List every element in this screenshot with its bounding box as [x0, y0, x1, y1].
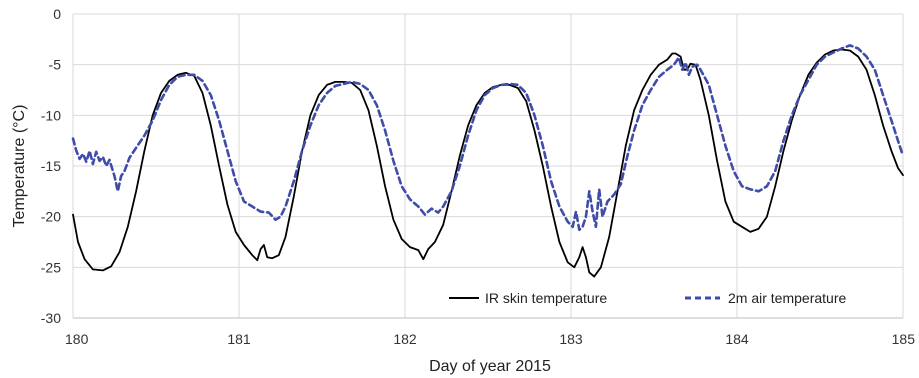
ir-skin-temperature-line: [72, 48, 904, 278]
x-tick-label: 185: [892, 331, 916, 347]
legend: IR skin temperature 2m air temperature: [449, 290, 846, 306]
legend-label-2m-air: 2m air temperature: [728, 290, 846, 306]
y-tick-label: -10: [41, 107, 61, 123]
grid: [72, 13, 904, 318]
x-tick-label: 182: [393, 331, 417, 347]
x-axis-title: Day of year 2015: [429, 358, 551, 375]
y-axis-title: Temperature (°C): [11, 105, 28, 228]
legend-label-ir-skin: IR skin temperature: [485, 290, 607, 306]
x-tick-label: 181: [227, 331, 251, 347]
air-temperature-2m-line: [71, 44, 905, 232]
x-tick-label: 183: [559, 331, 583, 347]
y-tick-label: 0: [53, 6, 61, 22]
y-tick-label: -25: [41, 259, 61, 275]
x-tick-label: 184: [725, 331, 749, 347]
y-tick-label: -20: [41, 209, 61, 225]
y-tick-label: -5: [49, 57, 62, 73]
y-tick-label: -15: [41, 158, 61, 174]
x-tick-label: 180: [65, 331, 89, 347]
series-lines: [71, 44, 905, 278]
y-tick-label: -30: [41, 310, 61, 326]
